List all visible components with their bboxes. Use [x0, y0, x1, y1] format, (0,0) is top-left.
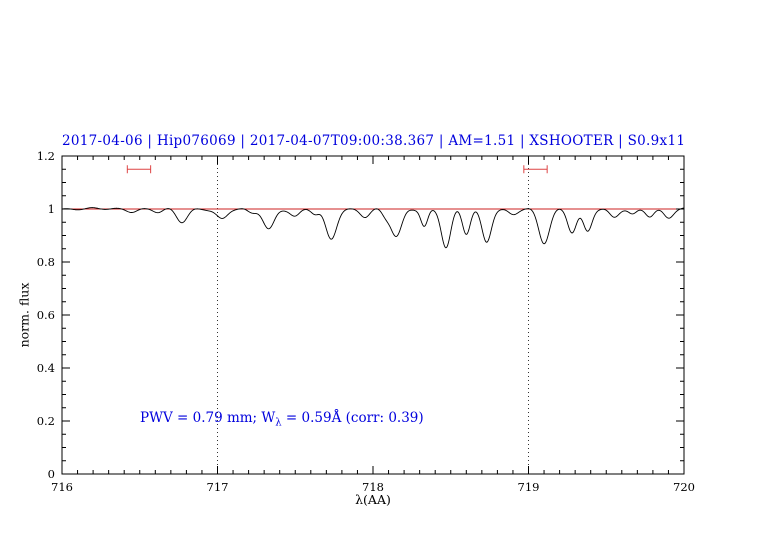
y-tick-label: 0.2: [36, 414, 55, 428]
y-tick-label: 0.4: [36, 361, 55, 375]
pwv-annotation-post: = 0.59Å (corr: 0.39): [281, 410, 424, 426]
x-tick-label: 720: [673, 480, 695, 494]
x-tick-label: 717: [206, 480, 229, 494]
x-axis-label: λ(AA): [355, 492, 391, 507]
y-tick-label: 1: [47, 202, 55, 216]
pwv-annotation-sub: λ: [275, 417, 282, 429]
plot-frame: [61, 155, 685, 475]
y-tick-label: 1.2: [36, 149, 55, 163]
y-tick-label: 0.8: [36, 255, 55, 269]
pwv-annotation-pre: PWV = 0.79 mm; W: [140, 410, 276, 426]
x-tick-label: 718: [362, 480, 384, 494]
x-tick-label: 719: [517, 480, 540, 494]
spectrum-line: [61, 207, 685, 249]
y-tick-label: 0: [47, 467, 55, 481]
pwv-annotation: PWV = 0.79 mm; Wλ = 0.59Å (corr: 0.39): [140, 410, 424, 429]
y-tick-label: 0.6: [36, 308, 55, 322]
plot-title: 2017-04-06 | Hip076069 | 2017-04-07T09:0…: [62, 133, 686, 149]
measurement-marker: [126, 165, 152, 174]
x-tick-label: 716: [51, 480, 73, 494]
measurement-marker: [523, 165, 548, 174]
